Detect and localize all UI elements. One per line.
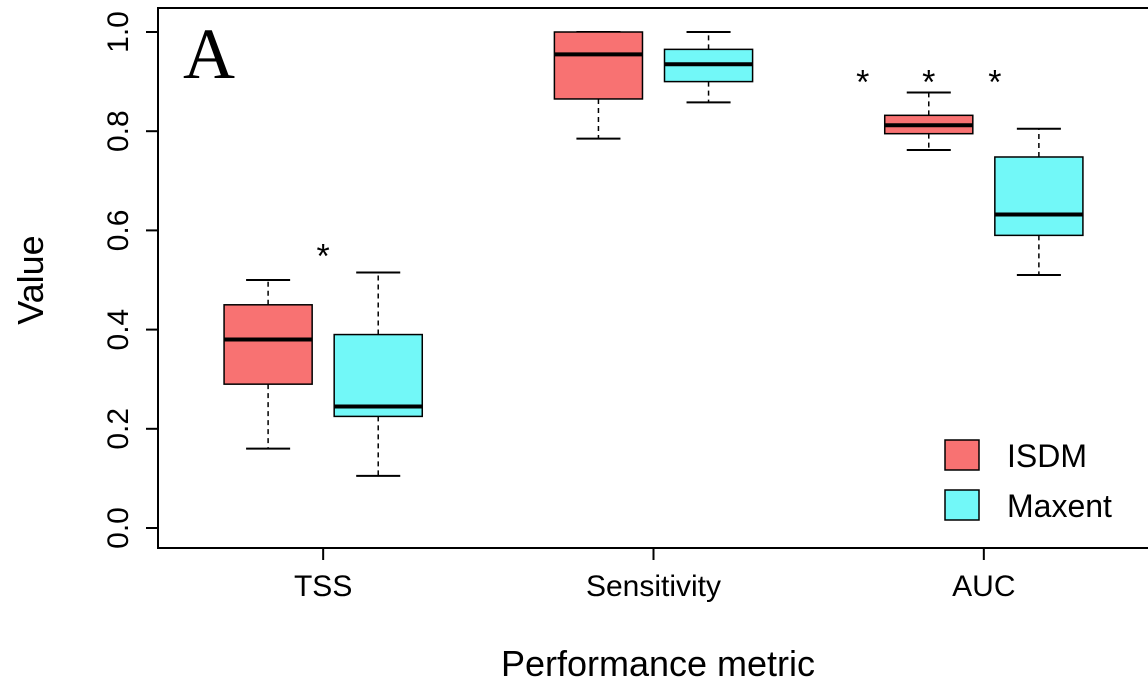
y-tick-label: 1.0 (102, 11, 135, 53)
box-maxent-auc (994, 156, 1084, 237)
box-maxent-tss (333, 333, 424, 418)
x-tick-label: AUC (952, 570, 1015, 603)
x-tick-label: TSS (294, 570, 352, 603)
significance-star: * (922, 64, 935, 102)
y-tick-label: 0.0 (102, 507, 135, 549)
y-axis-title: Value (10, 235, 51, 324)
y-tick-label: 0.2 (102, 408, 135, 450)
y-tick-label: 0.6 (102, 210, 135, 252)
box-isdm-tss (223, 304, 313, 385)
x-tick-label: Sensitivity (586, 570, 721, 603)
legend-swatch (944, 489, 980, 521)
legend-label: ISDM (1007, 438, 1087, 474)
significance-star: * (317, 237, 330, 275)
panel-label: A (183, 14, 235, 94)
legend-label: Maxent (1007, 488, 1112, 524)
significance-star: * (988, 64, 1001, 102)
significance-star: * (856, 64, 869, 102)
box-isdm-sensitivity (553, 31, 644, 100)
legend-swatch (944, 439, 980, 471)
y-tick-label: 0.8 (102, 110, 135, 152)
x-axis-title: Performance metric (501, 643, 815, 684)
plot-area: 0.0 0.2 0.4 0.6 0.8 1.0 TSS Sensitivity AUC * * * * I… (102, 7, 1148, 603)
plot-frame (157, 7, 1148, 549)
y-tick-label: 0.4 (102, 309, 135, 351)
